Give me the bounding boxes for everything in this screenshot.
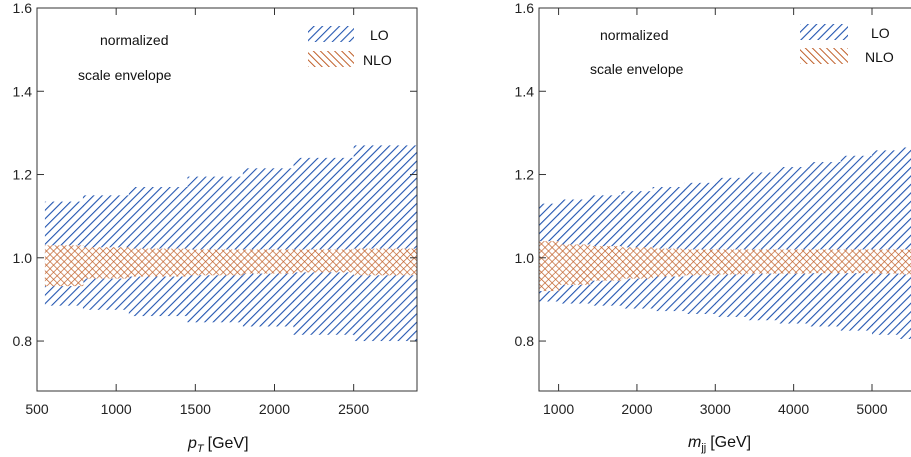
lo-band-segment-7 [353, 145, 417, 342]
x-tick-label: 4000 [778, 401, 809, 417]
y-tick-label: 1.2 [515, 167, 535, 183]
nlo-band-crosshatch-6 [293, 249, 355, 273]
nlo-band-crosshatch-7 [353, 248, 417, 276]
annotation-scale-envelope: scale envelope [78, 67, 172, 83]
x-tick-label: 3000 [700, 401, 731, 417]
x-tick-label: 2000 [259, 401, 290, 417]
lo-band-segment-9 [777, 167, 810, 324]
lo-band-segment-13 [899, 147, 911, 339]
nlo-band-crosshatch-13 [899, 249, 911, 275]
legend-label-nlo: NLO [363, 52, 392, 68]
legend-swatch-lo [800, 24, 848, 40]
y-tick-label: 1.6 [515, 0, 535, 16]
y-tick-label: 0.8 [515, 333, 535, 349]
lo-band-segment-7 [715, 177, 748, 317]
lo-band-group-pt [44, 145, 417, 342]
lo-band-segment-6 [683, 182, 716, 314]
x-axis-title-pt: pT [GeV] [187, 435, 249, 455]
y-tick-label: 0.8 [13, 333, 33, 349]
legend-label-lo: LO [370, 27, 389, 43]
nlo-band-crosshatch-6 [683, 249, 716, 276]
nlo-band-crosshatch-5 [652, 248, 685, 277]
nlo-band-crosshatch-11 [840, 249, 873, 274]
panel-pt: 0.8 1.0 1.2 1.4 1.6 500 1000 1500 2000 2500 norma… [13, 0, 418, 455]
x-axis-symbol: p [187, 435, 197, 452]
x-axis-unit: [GeV] [208, 435, 249, 452]
x-tick-label: 500 [25, 401, 49, 417]
nlo-band-crosshatch-9 [777, 249, 810, 274]
legend-swatch-nlo [800, 48, 848, 64]
plot-frame-mjj [538, 7, 911, 392]
nlo-band-crosshatch-10 [809, 249, 842, 274]
nlo-band-crosshatch-1 [44, 245, 84, 287]
annotation-normalized: normalized [100, 32, 168, 48]
nlo-band-crosshatch-12 [871, 249, 900, 274]
nlo-band-crosshatch-1 [539, 241, 560, 292]
x-axis-title-mjj: mjj [GeV] [688, 434, 751, 454]
y-tick-label: 1.6 [13, 0, 33, 16]
nlo-band-crosshatch-2 [558, 244, 591, 285]
lo-band-segment-6 [293, 157, 355, 335]
lo-band-group-mjj [539, 147, 911, 339]
nlo-band-crosshatch-7 [715, 249, 748, 275]
x-tick-label: 1000 [543, 401, 574, 417]
x-axis-subscript: T [197, 443, 205, 455]
lo-band-segment-10 [809, 162, 842, 327]
lo-band-segment-4 [187, 176, 244, 323]
plot-area-mjj [539, 147, 911, 339]
plot-frame-pt [36, 7, 418, 392]
ticks-pt: 0.8 1.0 1.2 1.4 1.6 500 1000 1500 2000 2500 [13, 0, 417, 417]
y-tick-label: 1.2 [13, 167, 33, 183]
annotation-scale-envelope: scale envelope [590, 61, 684, 77]
nlo-band-crosshatch-3 [589, 246, 622, 281]
x-axis-subscript: jj [700, 442, 706, 454]
nlo-band-crosshatch-8 [746, 249, 779, 274]
lo-band-segment-5 [242, 168, 294, 327]
legend-label-lo: LO [871, 25, 890, 41]
nlo-band-crosshatch-5 [242, 249, 294, 274]
nlo-band-crosshatch-2 [82, 247, 130, 279]
nlo-band-crosshatch-3 [128, 248, 188, 277]
nlo-band-crosshatch-4 [187, 249, 244, 276]
x-tick-label: 2500 [338, 401, 369, 417]
nlo-band-group-pt [44, 245, 417, 287]
x-axis-symbol: m [688, 434, 701, 451]
x-axis-unit: [GeV] [710, 434, 751, 451]
x-tick-label: 2000 [621, 401, 652, 417]
panel-mjj: 0.8 1.0 1.2 1.4 1.6 1000 2000 3000 4000 5000 norm… [515, 0, 911, 454]
x-tick-label: 1000 [101, 401, 132, 417]
lo-band-segment-11 [840, 155, 873, 331]
y-tick-label: 1.4 [13, 83, 33, 99]
legend-label-nlo: NLO [865, 49, 894, 65]
ticks-mjj: 0.8 1.0 1.2 1.4 1.6 1000 2000 3000 4000 5000 [515, 0, 888, 417]
legend-swatch-nlo [308, 51, 354, 67]
lo-band-segment-8 [746, 172, 779, 321]
plot-area-pt [44, 145, 417, 342]
y-tick-label: 1.4 [515, 83, 535, 99]
y-tick-label: 1.0 [515, 250, 535, 266]
nlo-band-crosshatch-4 [621, 247, 654, 279]
y-tick-label: 1.0 [13, 250, 33, 266]
x-tick-label: 5000 [856, 401, 887, 417]
legend-swatch-lo [308, 26, 354, 42]
annotation-normalized: normalized [600, 27, 668, 43]
nlo-band-group-mjj [539, 241, 911, 292]
lo-band-segment-12 [871, 150, 900, 335]
x-tick-label: 1500 [180, 401, 211, 417]
